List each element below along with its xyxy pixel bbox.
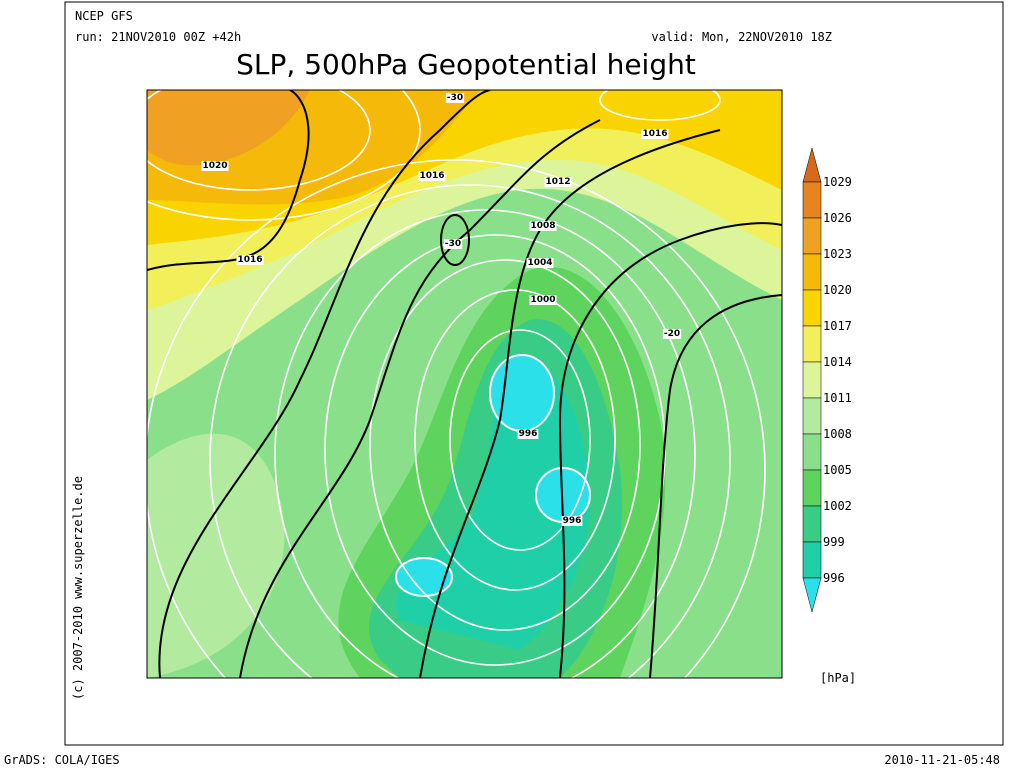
colorbar-arrow: [802, 577, 822, 613]
colorbar-label: 1005: [823, 463, 852, 477]
contour-label-bg: [443, 239, 463, 249]
run: run: 21NOV2010 00Z +42h: [75, 30, 241, 44]
colorbar-label: 1023: [823, 247, 852, 261]
contour-label-bg: [544, 177, 572, 187]
contour-label: 1012: [545, 177, 570, 187]
colorbar-box: [802, 253, 822, 291]
colorbar-label: 996: [823, 571, 845, 585]
contour-label-bg: [201, 161, 229, 171]
contour-label-bg: [517, 429, 539, 439]
colorbar-box: [802, 505, 822, 543]
contour-labels: 1020 1016 1016 1016 1012 1008 1004 1000 996 996 -3…: [201, 93, 682, 526]
colorbar-box: [802, 541, 822, 579]
colorbar-box: [802, 181, 822, 219]
colorbar-arrow: [802, 147, 822, 183]
colorbar-label: 999: [823, 535, 845, 549]
model: NCEP GFS: [75, 9, 133, 23]
colorbar: 1029 1026 1023 1020 1017 1014 1011 1008 1005 1002…: [802, 147, 852, 613]
contour-label-bg: [418, 171, 446, 181]
colorbar-box: [802, 397, 822, 435]
footer-right: 2010-11-21-05:48: [884, 753, 1000, 767]
contour-label: 1016: [642, 129, 667, 139]
contour-label: 996: [563, 516, 582, 526]
contour-label-bg: [561, 516, 583, 526]
colorbar-box: [802, 433, 822, 471]
colorbar-label: 1002: [823, 499, 852, 513]
colorbar-label: 1008: [823, 427, 852, 441]
colorbar-label: 1014: [823, 355, 852, 369]
colorbar-label: 1017: [823, 319, 852, 333]
contour-label-bg: [529, 221, 557, 231]
contour-label-bg: [445, 93, 465, 103]
colorbar-label: 1020: [823, 283, 852, 297]
colorbar-box: [802, 325, 822, 363]
contour-label: 1020: [202, 161, 227, 171]
contour-label: -30: [447, 93, 463, 103]
contour-label: 996: [519, 429, 538, 439]
footer-left: GrADS: COLA/IGES: [4, 753, 120, 767]
contour-label: 1000: [530, 295, 555, 305]
colorbar-box: [802, 289, 822, 327]
contour-label: 1008: [530, 221, 555, 231]
contour-label: -20: [664, 329, 680, 339]
colorbar-label: 1029: [823, 175, 852, 189]
colorbar-label: 1026: [823, 211, 852, 225]
colorbar-box: [802, 469, 822, 507]
frame: [64, 1, 1004, 746]
colorbar-label: 1011: [823, 391, 852, 405]
contour-label-bg: [529, 295, 557, 305]
low: [395, 557, 453, 597]
colorbar-box: [802, 217, 822, 255]
isobars: [147, 90, 766, 678]
map: 1020 1016 1016 1016 1012 1008 1004 1000 996 996 -3…: [147, 90, 782, 678]
contour-label-bg: [662, 329, 682, 339]
title: SLP, 500hPa Geopotential height: [236, 48, 696, 81]
field: [147, 90, 310, 166]
contour-label: 1016: [419, 171, 444, 181]
contour-label-bg: [526, 258, 554, 268]
credit: (c) 2007-2010 www.superzelle.de: [71, 476, 85, 700]
contour-label-bg: [236, 255, 264, 265]
valid: valid: Mon, 22NOV2010 18Z: [651, 30, 832, 44]
unit: [hPa]: [820, 671, 856, 685]
contour-label: 1004: [527, 258, 552, 268]
contour-label: -30: [445, 239, 461, 249]
colorbar-box: [802, 361, 822, 399]
contour-label: 1016: [237, 255, 262, 265]
contour-label-bg: [641, 129, 669, 139]
map-border: [146, 89, 783, 679]
height-lines: [147, 90, 782, 678]
